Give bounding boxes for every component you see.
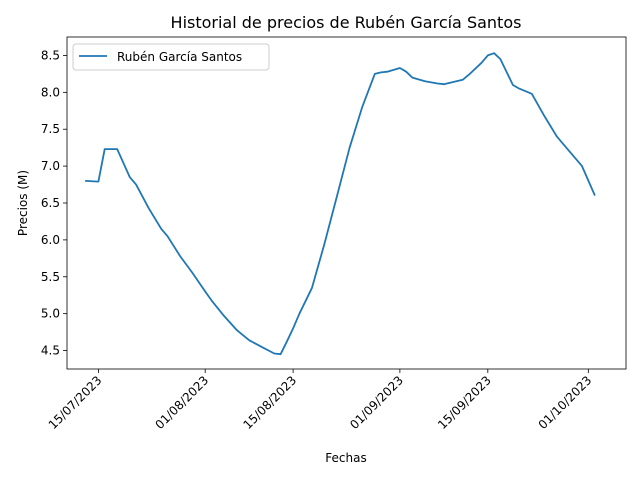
chart-title: Historial de precios de Rubén García San… [171, 13, 522, 32]
y-tick-label-4: 6.5 [41, 196, 60, 210]
y-tick-label-1: 5.0 [41, 307, 60, 321]
y-tick-label-5: 7.0 [41, 159, 60, 173]
y-tick-label-8: 8.5 [41, 48, 60, 62]
series-layer [84, 52, 596, 356]
x-tick-label-3: 01/09/2023 [347, 373, 406, 432]
legend-label: Rubén García Santos [117, 50, 242, 64]
y-tick-label-6: 7.5 [41, 122, 60, 136]
y-tick-label-3: 6.0 [41, 233, 60, 247]
x-tick-label-1: 01/08/2023 [152, 373, 211, 432]
plot-frame [66, 36, 627, 370]
x-tick-label-2: 15/08/2023 [240, 373, 299, 432]
x-axis: 15/07/2023 01/08/2023 15/08/2023 01/09/2023… [46, 369, 595, 432]
y-axis-label: Precios (M) [16, 170, 30, 236]
y-tick-label-0: 4.5 [41, 344, 60, 358]
series-line-0 [84, 52, 596, 356]
legend: Rubén García Santos [72, 43, 270, 71]
x-tick-label-5: 01/10/2023 [536, 373, 595, 432]
y-tick-label-7: 8.0 [41, 85, 60, 99]
plot-area [67, 37, 626, 369]
y-tick-label-2: 5.5 [41, 270, 60, 284]
x-tick-label-4: 15/09/2023 [435, 373, 494, 432]
x-axis-label: Fechas [325, 451, 366, 465]
y-axis: 4.5 5.0 5.5 6.0 6.5 7.0 7.5 8.0 8.5 [41, 48, 67, 358]
legend-box [72, 43, 270, 71]
x-tick-label-0: 15/07/2023 [46, 373, 105, 432]
